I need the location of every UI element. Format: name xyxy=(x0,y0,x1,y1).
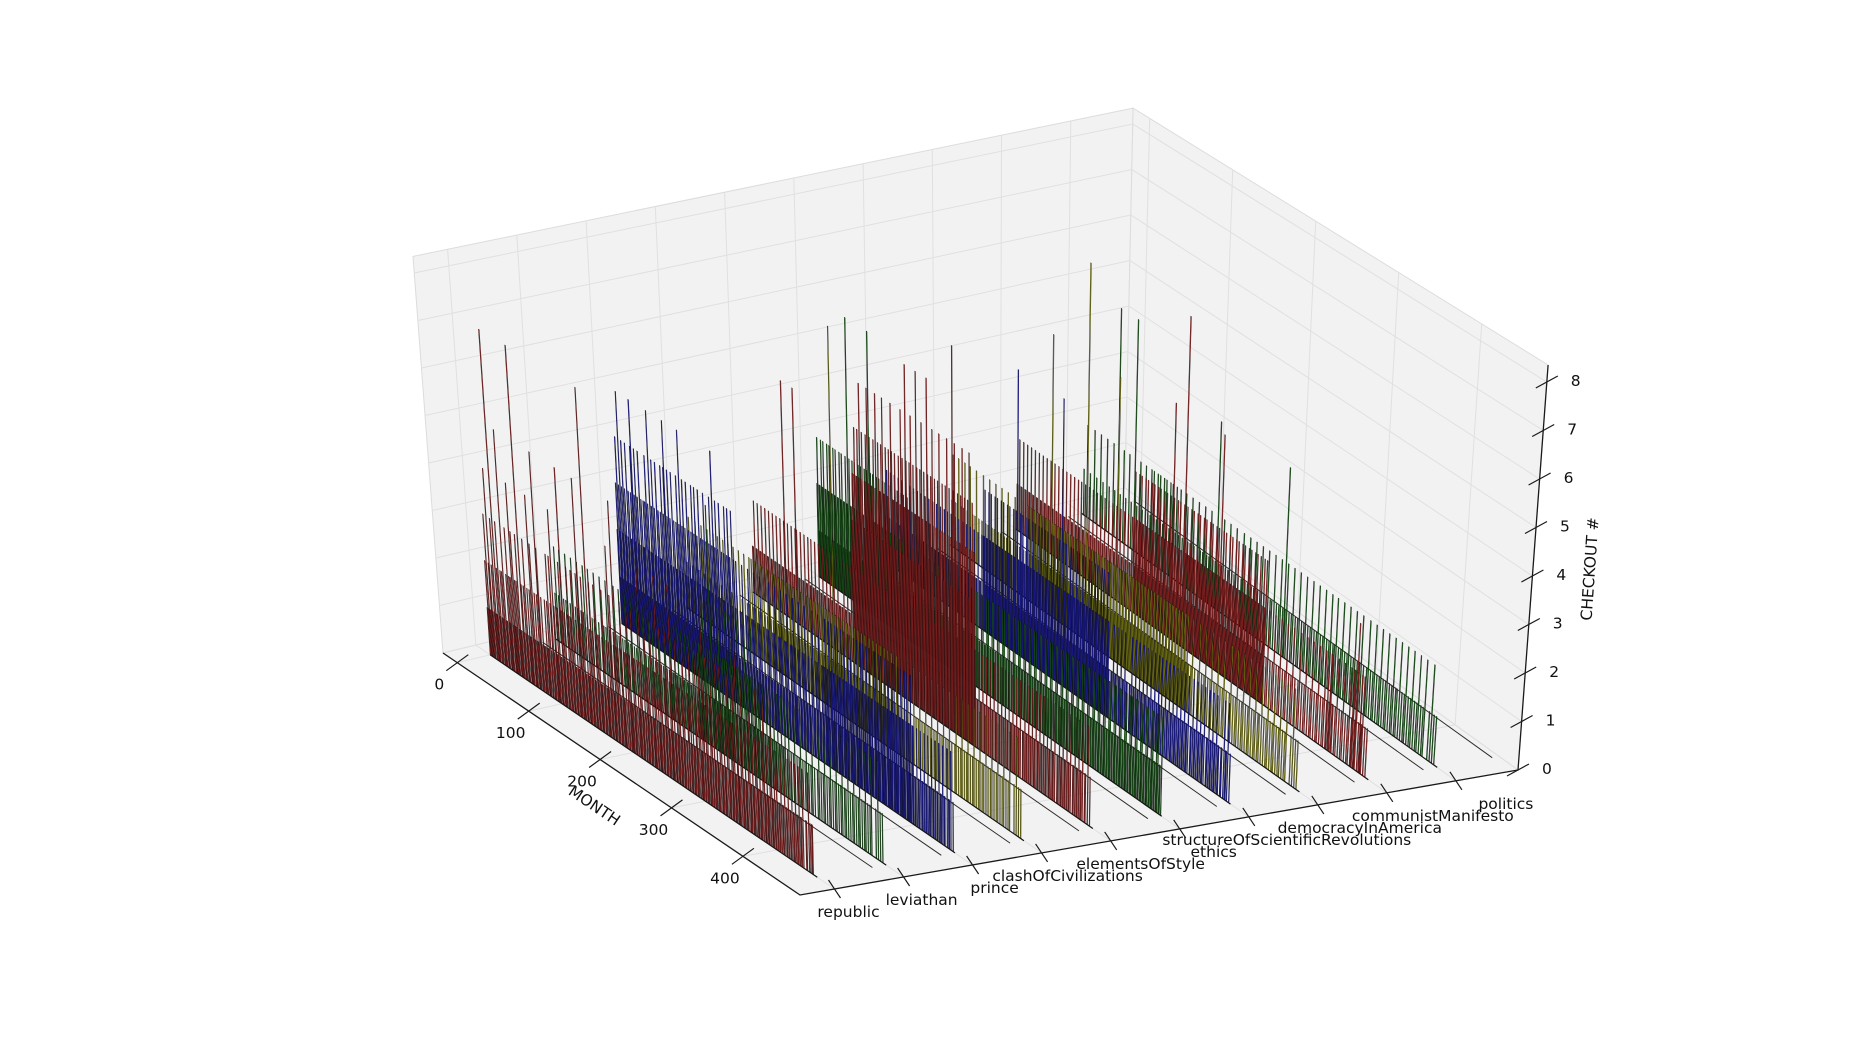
z-tick-label: 0 xyxy=(1542,760,1552,778)
z-tick-label: 8 xyxy=(1571,372,1581,390)
book-row-prince xyxy=(613,390,1011,854)
y-tick-label: communistManifesto xyxy=(1352,807,1514,825)
y-tick-label: elementsOfStyle xyxy=(1076,855,1205,873)
book-row-republic xyxy=(478,328,873,878)
z-tick-label: 4 xyxy=(1556,566,1566,584)
axis-spines xyxy=(442,364,1549,896)
y-tick-label: clashOfCivilizations xyxy=(992,867,1143,885)
x-tick-label: 300 xyxy=(639,821,669,839)
x-tick-label: 400 xyxy=(710,869,740,887)
y-tick-label: ethics xyxy=(1191,843,1237,861)
checkout-axis-label: CHECKOUT # xyxy=(1578,517,1603,621)
z-tick-label: 3 xyxy=(1553,615,1563,633)
x-tick-label: 100 xyxy=(496,724,526,742)
y-tick-label: democracyInAmerica xyxy=(1278,819,1442,837)
axis-ticks xyxy=(445,375,1559,899)
y-tick-label: structureOfScientificRevolutions xyxy=(1162,831,1411,849)
z-tick-label: 2 xyxy=(1549,663,1559,681)
y-tick-label: politics xyxy=(1478,795,1533,813)
y-tick-label: prince xyxy=(970,879,1018,897)
x-tick-label: 200 xyxy=(567,773,597,791)
z-tick-label: 5 xyxy=(1560,518,1570,536)
z-tick-label: 7 xyxy=(1567,421,1577,439)
x-tick-label: 0 xyxy=(434,676,444,694)
z-tick-label: 6 xyxy=(1564,469,1574,487)
z-tick-label: 1 xyxy=(1546,712,1556,730)
y-tick-label: republic xyxy=(817,903,879,921)
y-tick-label: leviathan xyxy=(886,891,958,909)
tick-labels: 0 100 200 300 400 republic leviathan princeclas… xyxy=(434,372,1580,921)
